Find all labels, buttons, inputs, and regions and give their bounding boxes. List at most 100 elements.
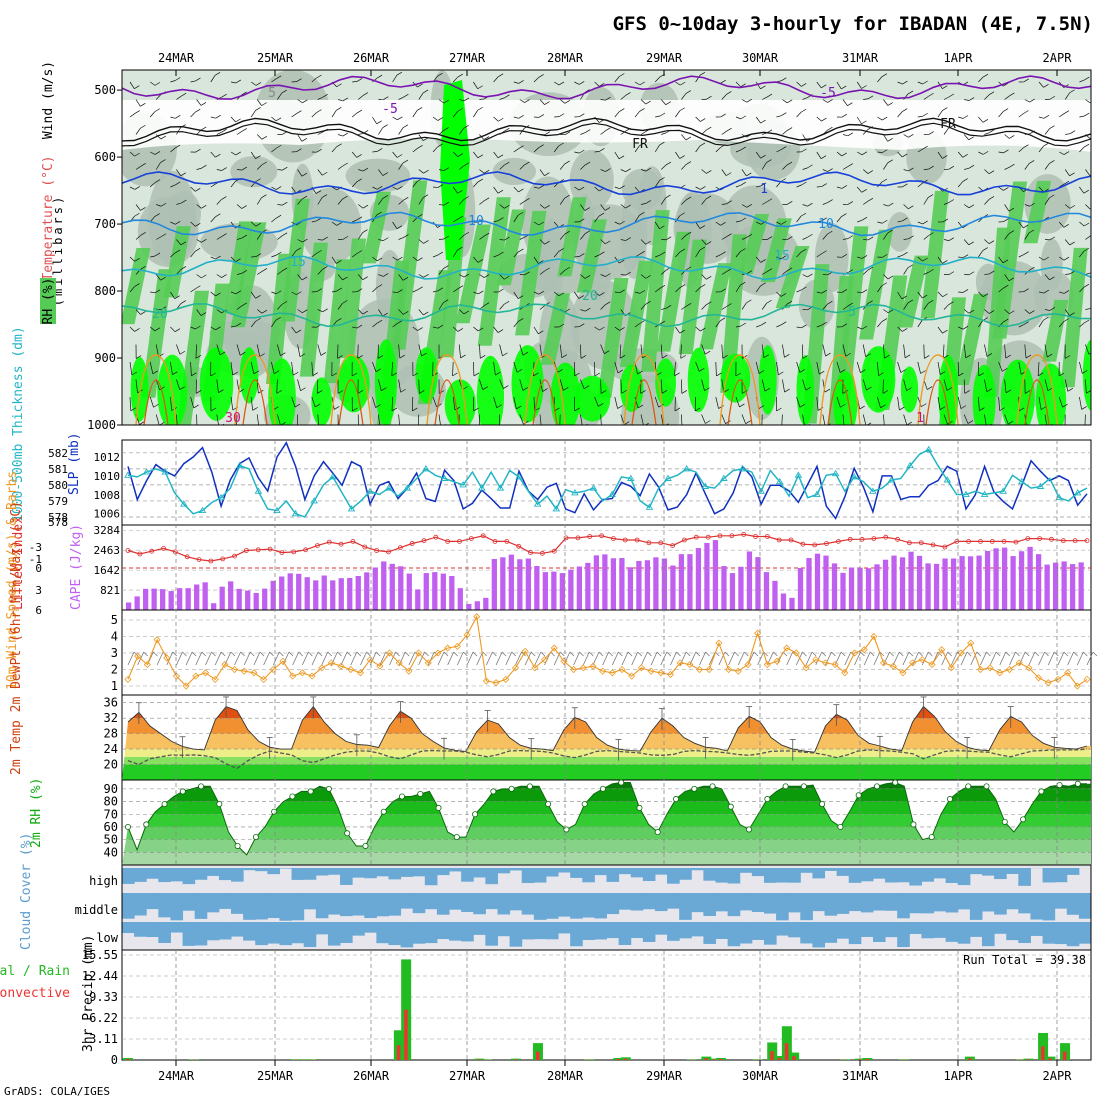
li-point xyxy=(338,541,344,547)
wind-barb xyxy=(761,162,767,170)
wind-barb xyxy=(129,81,135,89)
rh-streak xyxy=(361,191,391,264)
wind-barb-flag xyxy=(600,390,607,394)
cape-bar xyxy=(1018,551,1025,610)
wind-barb xyxy=(854,651,861,666)
cloud-middle xyxy=(642,893,656,910)
precip-conv-bar xyxy=(711,1059,716,1060)
wind-barb-flag xyxy=(685,231,692,236)
wind-barb-flag xyxy=(261,135,267,140)
cloud-middle xyxy=(243,893,256,920)
wind-barb xyxy=(816,361,820,375)
wind-point xyxy=(356,669,365,677)
wind-barb-flag xyxy=(302,309,308,314)
isotherm-30 xyxy=(426,354,468,425)
wind-barb xyxy=(256,414,259,425)
wind-point xyxy=(385,649,394,657)
wind-barb-flag xyxy=(766,159,772,163)
wind-barb-flag xyxy=(154,327,161,332)
wind-barb xyxy=(351,112,358,118)
cloud-high xyxy=(703,868,717,881)
isotherm-35 xyxy=(532,379,558,425)
rh-streak xyxy=(597,278,629,398)
wind-barb-flag xyxy=(847,201,854,205)
wind-barb-flag xyxy=(1043,316,1049,321)
wind-barb xyxy=(1038,256,1044,261)
wind-barb-flag xyxy=(1025,354,1032,359)
wind-barb-flag xyxy=(323,424,324,425)
wind-barb xyxy=(1064,204,1071,209)
wind-barb xyxy=(958,116,964,119)
cape-bar xyxy=(755,557,761,610)
wind-barb-flag xyxy=(503,385,509,389)
wind-barb xyxy=(513,186,519,193)
cloud-high xyxy=(860,868,874,882)
wind-barb-flag xyxy=(1005,389,1012,394)
wind-barb-flag xyxy=(1023,251,1029,255)
wind-barb-flag xyxy=(282,166,288,171)
cape-axis-label: CAPE (J/kg) xyxy=(69,524,84,610)
wind-barb-flag xyxy=(524,99,530,103)
cloud-high xyxy=(243,868,256,871)
wind-point xyxy=(376,662,384,670)
wind-barb xyxy=(412,110,418,118)
wind-point xyxy=(947,664,955,672)
wind-barb-flag xyxy=(457,189,463,194)
cloud-low xyxy=(509,922,523,947)
wind-barb xyxy=(937,396,941,410)
wind-barb xyxy=(681,134,687,141)
wind-barb xyxy=(1024,99,1030,103)
cloud-middle xyxy=(654,893,668,912)
wind-barb xyxy=(721,94,727,100)
rh-high xyxy=(619,364,644,412)
wind-barb-flag xyxy=(801,248,807,253)
wind-barb-flag xyxy=(276,251,282,256)
wind-barb xyxy=(776,115,782,118)
wind-barb xyxy=(1059,291,1065,294)
wind-barb-flag xyxy=(841,213,847,217)
wind-barb-flag xyxy=(639,81,645,86)
wind-barb xyxy=(236,414,238,425)
wind-point xyxy=(230,665,239,674)
wind-barb xyxy=(513,81,519,84)
wind-barb-flag xyxy=(889,424,890,425)
wind-barb xyxy=(580,379,585,389)
wind-barb-flag xyxy=(322,171,328,176)
tick-label: 500 xyxy=(94,83,116,97)
wind-barb-flag xyxy=(1043,256,1049,261)
wind-barb xyxy=(533,77,539,83)
wind-barb-flag xyxy=(1053,651,1059,657)
wind-barb-flag xyxy=(847,132,854,137)
tick-label: 6 xyxy=(35,604,42,617)
wind-barb-flag xyxy=(679,212,685,217)
isotherm-label: FR xyxy=(632,137,648,152)
wind-barb xyxy=(456,651,464,666)
wind-barb xyxy=(337,303,343,310)
wind-point xyxy=(850,649,859,657)
cloud-low xyxy=(1042,922,1056,944)
cloud-low xyxy=(267,922,280,944)
wind-barb-flag xyxy=(665,305,672,309)
wind-barb-flag xyxy=(900,369,907,373)
wind-barb xyxy=(883,274,889,280)
wind-barb xyxy=(210,216,216,223)
wind-barb-flag xyxy=(1029,98,1035,103)
wind-barb xyxy=(256,99,262,106)
wind-barb-flag xyxy=(1049,125,1055,130)
rh-high xyxy=(861,346,896,413)
wind-barb xyxy=(1028,651,1036,666)
wind-point xyxy=(482,677,490,685)
rh-point xyxy=(746,826,753,833)
wind-barb xyxy=(129,113,135,118)
wind-barb-flag xyxy=(232,371,238,376)
isotherm-20 xyxy=(122,303,1091,328)
wind-barb-flag xyxy=(483,136,490,140)
cape-bar xyxy=(712,540,719,610)
wind-barb-flag xyxy=(295,329,302,334)
cape-bar xyxy=(780,593,787,610)
cloud-high xyxy=(957,868,971,886)
wind-barb-flag xyxy=(308,651,313,657)
wind-point xyxy=(695,665,704,674)
wind-barb xyxy=(297,99,303,104)
